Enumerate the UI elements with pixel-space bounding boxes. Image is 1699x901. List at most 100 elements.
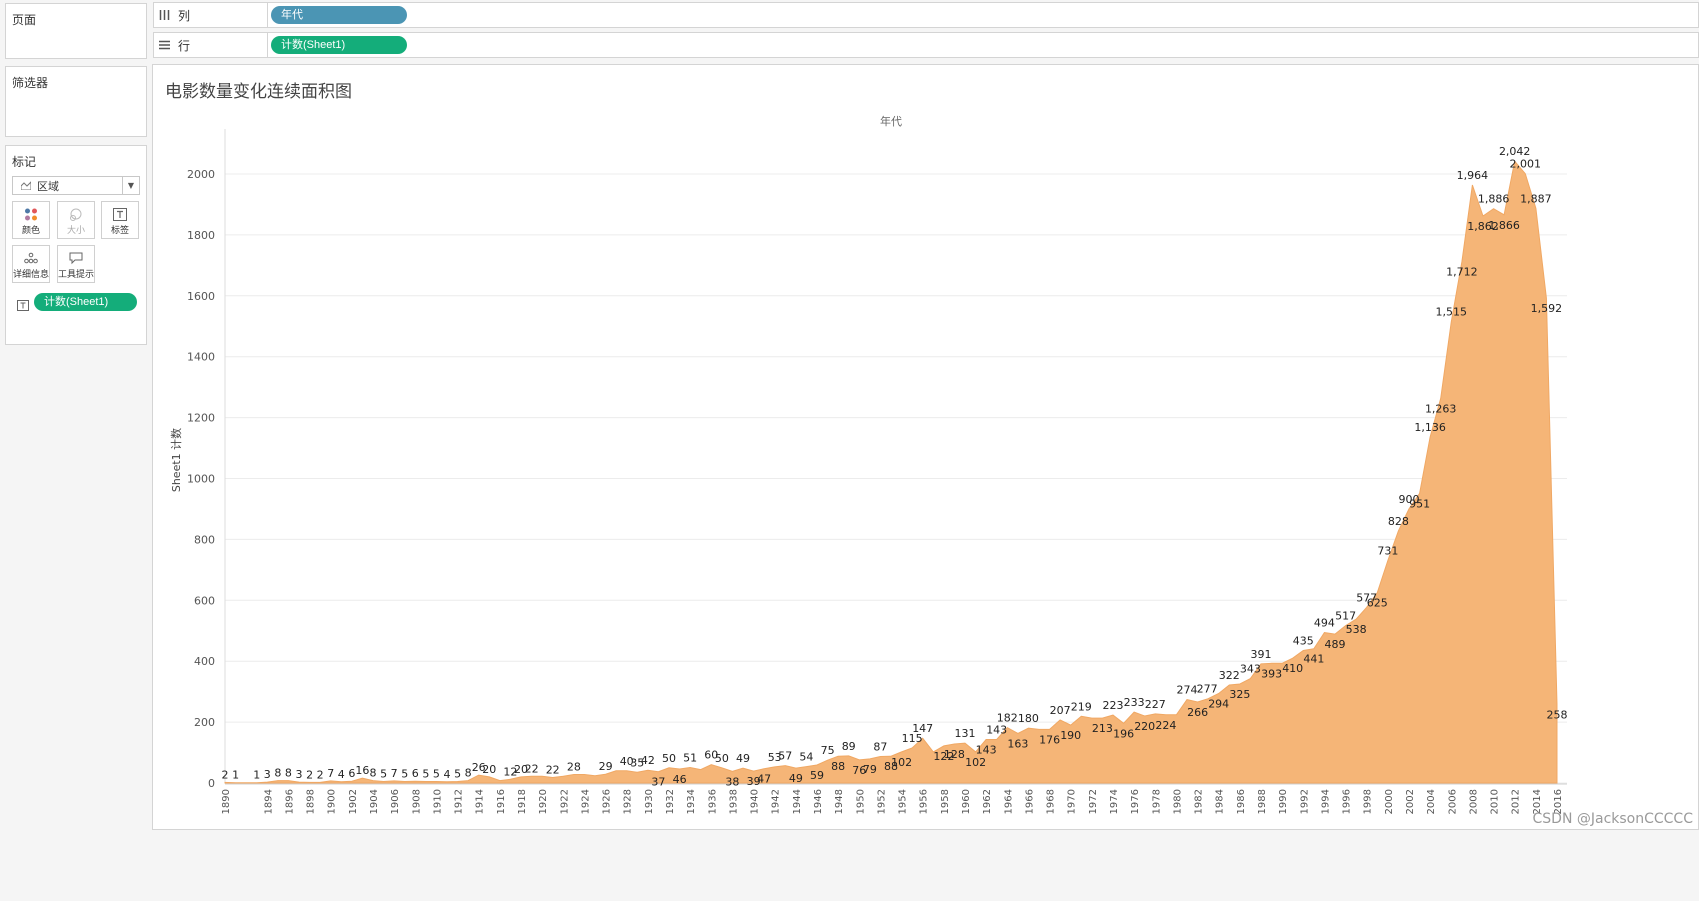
x-tick-label: 1950 (855, 789, 866, 814)
data-label: 76 (852, 764, 866, 777)
x-tick-label: 1920 (538, 789, 549, 814)
data-label: 182 (997, 712, 1018, 725)
data-label: 517 (1335, 610, 1356, 623)
data-label: 46 (673, 773, 687, 786)
filters-card[interactable]: 筛选器 (5, 66, 147, 137)
data-label: 322 (1219, 669, 1240, 682)
x-tick-label: 1930 (644, 789, 655, 814)
x-tick-label: 1998 (1363, 789, 1374, 814)
x-tick-label: 1898 (306, 789, 317, 814)
x-tick-label: 2016 (1553, 789, 1564, 814)
x-tick-label: 2000 (1384, 789, 1395, 814)
color-icon (13, 208, 49, 221)
data-label: 274 (1177, 684, 1198, 697)
mark-type-dropdown[interactable]: 区域 ▼ (12, 176, 140, 195)
data-label: 143 (976, 744, 997, 757)
data-label: 900 (1399, 493, 1420, 506)
data-label: 75 (821, 744, 835, 757)
pages-card[interactable]: 页面 (5, 3, 147, 59)
x-tick-label: 1968 (1046, 789, 1057, 814)
data-label: 1 (253, 769, 260, 782)
x-tick-label: 1912 (454, 789, 465, 814)
y-tick-label: 1400 (187, 351, 215, 364)
x-tick-label: 1928 (623, 789, 634, 814)
x-tick-label: 1902 (348, 789, 359, 814)
columns-shelf: 列 年代 (153, 2, 1699, 28)
data-label: 391 (1251, 648, 1272, 661)
data-label: 143 (986, 724, 1007, 737)
data-label: 1,263 (1425, 402, 1457, 415)
x-tick-label: 1934 (686, 789, 697, 814)
data-label: 258 (1547, 708, 1568, 721)
data-label: 49 (736, 752, 750, 765)
y-tick-label: 400 (194, 655, 215, 668)
rows-count-pill[interactable]: 计数(Sheet1) (271, 36, 407, 54)
filters-card-title: 筛选器 (12, 76, 49, 90)
x-tick-label: 2012 (1511, 789, 1522, 814)
data-label: 8 (370, 767, 377, 780)
data-label: 53 (768, 751, 782, 764)
data-label: 5 (401, 768, 408, 781)
color-button[interactable]: 颜色 (12, 201, 50, 239)
label-button[interactable]: 标签 (101, 201, 139, 239)
x-tick-label: 2008 (1468, 789, 1479, 814)
data-label: 54 (799, 751, 813, 764)
columns-decade-pill[interactable]: 年代 (271, 6, 407, 24)
chevron-down-icon[interactable]: ▼ (122, 177, 139, 194)
x-tick-label: 1906 (390, 789, 401, 814)
area-chart-icon (21, 181, 31, 190)
detail-button[interactable]: 详细信息 (12, 245, 50, 283)
x-tick-label: 1994 (1320, 789, 1331, 814)
pages-card-title: 页面 (12, 13, 37, 27)
y-tick-label: 0 (208, 777, 215, 790)
data-label: 40 (620, 755, 634, 768)
data-label: 1,592 (1531, 302, 1563, 315)
data-label: 8 (285, 767, 292, 780)
data-label: 435 (1293, 635, 1314, 648)
data-label: 49 (789, 772, 803, 785)
data-label: 625 (1367, 597, 1388, 610)
data-label: 1,866 (1488, 219, 1520, 232)
marks-count-pill[interactable]: 计数(Sheet1) (34, 293, 137, 311)
marks-card-title: 标记 (12, 155, 37, 169)
x-tick-label: 1978 (1151, 789, 1162, 814)
data-label: 1,515 (1436, 306, 1468, 319)
tooltip-button[interactable]: 工具提示 (57, 245, 95, 283)
data-label: 28 (567, 761, 581, 774)
size-button[interactable]: 大小 (57, 201, 95, 239)
data-label: 1 (232, 769, 239, 782)
data-label: 577 (1356, 591, 1377, 604)
data-label: 79 (863, 763, 877, 776)
x-tick-label: 1954 (898, 789, 909, 814)
x-tick-label: 1926 (602, 789, 613, 814)
data-label: 35 (630, 756, 644, 769)
data-label: 128 (944, 748, 965, 761)
data-label: 393 (1261, 667, 1282, 680)
data-label: 1,887 (1520, 192, 1552, 205)
x-tick-label: 1976 (1130, 789, 1141, 814)
text-label-icon (17, 296, 29, 315)
data-label: 57 (778, 750, 792, 763)
x-tick-label: 1942 (771, 789, 782, 814)
x-axis-title: 年代 (880, 114, 902, 128)
data-label: 42 (641, 754, 655, 767)
y-tick-label: 200 (194, 716, 215, 729)
data-label: 2 (306, 768, 313, 781)
data-label: 266 (1187, 706, 1208, 719)
marks-card: 标记 区域 ▼ 颜色 大小 标签 详细信息 (5, 145, 147, 345)
tooltip-icon (58, 252, 94, 265)
data-label: 176 (1039, 733, 1060, 746)
data-label: 50 (715, 752, 729, 765)
x-tick-label: 1996 (1342, 789, 1353, 814)
x-tick-label: 1992 (1299, 789, 1310, 814)
data-label: 8 (465, 767, 472, 780)
data-label: 131 (955, 727, 976, 740)
data-label: 3 (264, 768, 271, 781)
rows-shelf-label: 行 (178, 38, 191, 53)
data-label: 5 (454, 768, 461, 781)
x-tick-label: 1936 (707, 789, 718, 814)
y-tick-label: 1200 (187, 412, 215, 425)
data-label: 37 (651, 776, 665, 789)
x-tick-label: 1980 (1172, 789, 1183, 814)
columns-shelf-label: 列 (178, 8, 191, 23)
